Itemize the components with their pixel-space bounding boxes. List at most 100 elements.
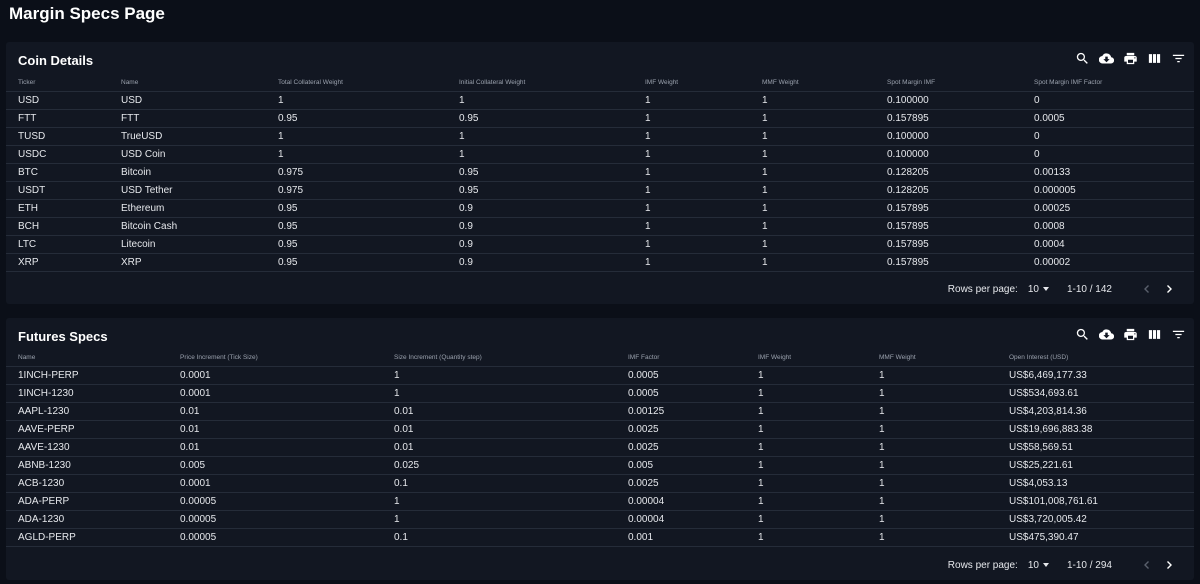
rows-per-page-select[interactable]: 10: [1028, 560, 1049, 571]
table-cell: 1: [746, 384, 867, 403]
column-header[interactable]: Name: [109, 74, 266, 92]
table-cell: 0.0001: [168, 366, 382, 385]
table-cell: 0.1: [382, 474, 616, 493]
table-cell: 1: [746, 420, 867, 439]
column-header[interactable]: Price Increment (Tick Size): [168, 349, 382, 367]
table-cell: 1: [867, 474, 997, 493]
table-row[interactable]: ETH Ethereum 0.95 0.9 1 1 0.157895 0.00025: [6, 199, 1194, 218]
column-header[interactable]: MMF Weight: [750, 74, 875, 92]
table-row[interactable]: XRP XRP 0.95 0.9 1 1 0.157895 0.00002: [6, 253, 1194, 272]
table-row[interactable]: ADA-1230 0.00005 1 0.00004 1 1 US$3,720,005.42: [6, 510, 1194, 529]
table-cell: US$25,221.61: [997, 456, 1194, 475]
table-cell: USDT: [6, 181, 109, 200]
table-cell: 1: [750, 145, 875, 164]
futures-specs-toolbar: [1074, 326, 1186, 342]
table-row[interactable]: FTT FTT 0.95 0.95 1 1 0.157895 0.0005: [6, 109, 1194, 128]
table-cell: 0.01: [382, 420, 616, 439]
table-cell: TrueUSD: [109, 127, 266, 146]
print-icon[interactable]: [1122, 50, 1138, 66]
chevron-right-icon: [1167, 285, 1172, 293]
column-header[interactable]: Spot Margin IMF Factor: [1022, 74, 1194, 92]
chevron-right-icon: [1167, 561, 1172, 569]
coin-details-table: Ticker Name Total Collateral Weight Initial…: [6, 74, 1194, 272]
column-header[interactable]: IMF Weight: [746, 349, 867, 367]
coin-details-panel: Coin Details Ticker Name Total Collateral …: [6, 42, 1194, 304]
table-cell: 0: [1022, 127, 1194, 146]
column-header[interactable]: Open Interest (USD): [997, 349, 1194, 367]
table-row[interactable]: USDT USD Tether 0.975 0.95 1 1 0.128205 0.00000…: [6, 181, 1194, 200]
column-header[interactable]: MMF Weight: [867, 349, 997, 367]
view-columns-icon[interactable]: [1146, 50, 1162, 66]
table-cell: 0.157895: [875, 235, 1022, 254]
table-cell: US$534,693.61: [997, 384, 1194, 403]
table-row[interactable]: 1INCH-PERP 0.0001 1 0.0005 1 1 US$6,469,177.33: [6, 366, 1194, 385]
next-page-button[interactable]: [1162, 282, 1176, 296]
column-header[interactable]: Ticker: [6, 74, 109, 92]
table-cell: FTT: [109, 109, 266, 128]
table-cell: 1: [750, 235, 875, 254]
table-cell: 0: [1022, 91, 1194, 110]
table-cell: AAPL-1230: [6, 402, 168, 421]
filter-list-icon[interactable]: [1170, 50, 1186, 66]
table-row[interactable]: AGLD-PERP 0.00005 0.1 0.001 1 1 US$475,390.47: [6, 528, 1194, 547]
column-header[interactable]: Initial Collateral Weight: [447, 74, 633, 92]
table-row[interactable]: BTC Bitcoin 0.975 0.95 1 1 0.128205 0.00133: [6, 163, 1194, 182]
search-icon[interactable]: [1074, 50, 1090, 66]
column-header[interactable]: Total Collateral Weight: [266, 74, 447, 92]
table-cell: 0.95: [266, 253, 447, 272]
table-row[interactable]: ADA-PERP 0.00005 1 0.00004 1 1 US$101,008,761.…: [6, 492, 1194, 511]
table-cell: 0.0001: [168, 384, 382, 403]
table-row[interactable]: ACB-1230 0.0001 0.1 0.0025 1 1 US$4,053.13: [6, 474, 1194, 493]
table-row[interactable]: AAVE-PERP 0.01 0.01 0.0025 1 1 US$19,696,883.3…: [6, 420, 1194, 439]
table-cell: 1: [750, 181, 875, 200]
table-cell: 1: [633, 199, 750, 218]
table-cell: 0.100000: [875, 145, 1022, 164]
prev-page-button[interactable]: [1140, 282, 1154, 296]
print-icon[interactable]: [1122, 326, 1138, 342]
table-cell: 1: [447, 127, 633, 146]
table-cell: 1: [447, 91, 633, 110]
table-cell: 1: [633, 109, 750, 128]
column-header[interactable]: Name: [6, 349, 168, 367]
table-row[interactable]: USDC USD Coin 1 1 1 1 0.100000 0: [6, 145, 1194, 164]
table-cell: 1: [266, 127, 447, 146]
search-icon[interactable]: [1074, 326, 1090, 342]
coin-details-toolbar: [1074, 50, 1186, 66]
table-row[interactable]: TUSD TrueUSD 1 1 1 1 0.100000 0: [6, 127, 1194, 146]
table-cell: 1: [867, 420, 997, 439]
table-cell: 0.95: [266, 235, 447, 254]
rows-per-page-value: 10: [1027, 559, 1039, 571]
column-header[interactable]: Size Increment (Quantity step): [382, 349, 616, 367]
cloud-download-icon[interactable]: [1098, 326, 1114, 342]
column-header[interactable]: IMF Factor: [616, 349, 746, 367]
table-cell: US$58,569.51: [997, 438, 1194, 457]
filter-list-icon[interactable]: [1170, 326, 1186, 342]
prev-page-button[interactable]: [1140, 558, 1154, 572]
table-cell: 1: [746, 492, 867, 511]
table-cell: USD: [109, 91, 266, 110]
table-row[interactable]: BCH Bitcoin Cash 0.95 0.9 1 1 0.157895 0.0008: [6, 217, 1194, 236]
table-row[interactable]: USD USD 1 1 1 1 0.100000 0: [6, 91, 1194, 110]
table-cell: XRP: [6, 253, 109, 272]
table-cell: 0.00004: [616, 510, 746, 529]
table-row[interactable]: ABNB-1230 0.005 0.025 0.005 1 1 US$25,221.61: [6, 456, 1194, 475]
table-cell: 0.100000: [875, 91, 1022, 110]
table-row[interactable]: AAVE-1230 0.01 0.01 0.0025 1 1 US$58,569.51: [6, 438, 1194, 457]
table-cell: 0.1: [382, 528, 616, 547]
table-cell: 1: [633, 127, 750, 146]
table-row[interactable]: 1INCH-1230 0.0001 1 0.0005 1 1 US$534,693.61: [6, 384, 1194, 403]
cloud-download-icon[interactable]: [1098, 50, 1114, 66]
view-columns-icon[interactable]: [1146, 326, 1162, 342]
column-header[interactable]: Spot Margin IMF: [875, 74, 1022, 92]
table-cell: 0.975: [266, 181, 447, 200]
table-row[interactable]: LTC Litecoin 0.95 0.9 1 1 0.157895 0.0004: [6, 235, 1194, 254]
table-cell: 1: [750, 91, 875, 110]
table-cell: 0.95: [447, 109, 633, 128]
next-page-button[interactable]: [1162, 558, 1176, 572]
table-row[interactable]: AAPL-1230 0.01 0.01 0.00125 1 1 US$4,203,814.3…: [6, 402, 1194, 421]
column-header[interactable]: IMF Weight: [633, 74, 750, 92]
table-cell: 1: [867, 456, 997, 475]
rows-per-page-select[interactable]: 10: [1028, 284, 1049, 295]
table-cell: 0.0008: [1022, 217, 1194, 236]
table-cell: ACB-1230: [6, 474, 168, 493]
